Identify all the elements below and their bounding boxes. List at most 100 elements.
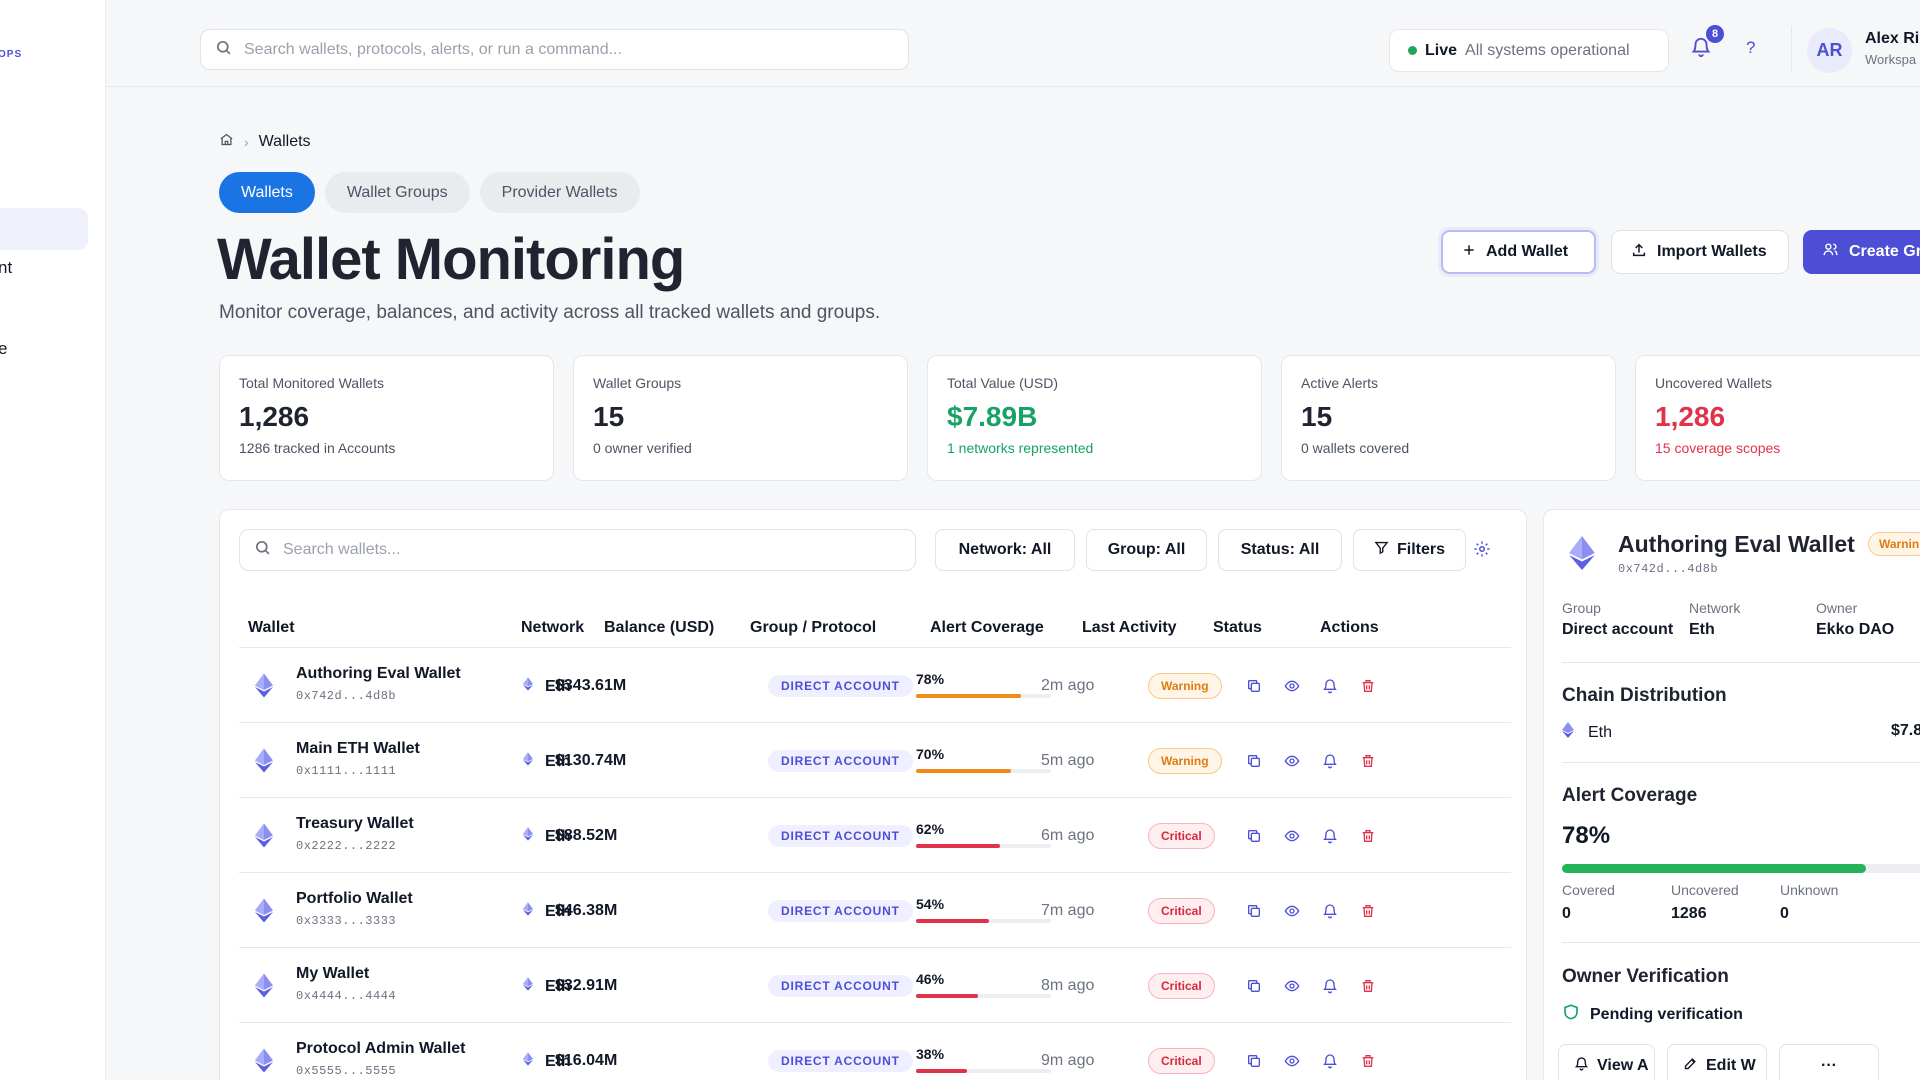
- import-wallets-label: Import Wallets: [1657, 243, 1767, 260]
- eye-icon[interactable]: [1282, 976, 1302, 996]
- copy-icon[interactable]: [1244, 751, 1264, 771]
- table-row[interactable]: Portfolio Wallet 0x3333...3333 Eth $46.38M D…: [239, 872, 1511, 947]
- group-badge: DIRECT ACCOUNT: [768, 1050, 913, 1072]
- col-group[interactable]: Group / Protocol: [750, 619, 877, 636]
- ethereum-icon: [255, 673, 273, 703]
- table-row[interactable]: Protocol Admin Wallet 0x5555...5555 Eth $16…: [239, 1022, 1511, 1080]
- divider: [1562, 762, 1920, 763]
- eye-icon[interactable]: [1282, 901, 1302, 921]
- status-filter[interactable]: Status: All: [1218, 529, 1342, 571]
- edit-wallet-button[interactable]: Edit W: [1667, 1044, 1767, 1080]
- sidebar-item-label[interactable]: nt: [0, 258, 13, 277]
- user-name[interactable]: Alex Ri: [1865, 30, 1920, 47]
- tab-wallet-groups[interactable]: Wallet Groups: [324, 172, 470, 213]
- balance-cell: $130.74M: [555, 752, 627, 769]
- notifications-bell-icon[interactable]: [1690, 36, 1718, 64]
- eye-icon[interactable]: [1282, 826, 1302, 846]
- bell-icon[interactable]: [1320, 751, 1340, 771]
- filters-button[interactable]: Filters: [1353, 529, 1466, 571]
- home-icon[interactable]: [219, 132, 234, 152]
- coverage-bar: [916, 1069, 1051, 1073]
- balance-cell: $16.04M: [555, 1052, 618, 1069]
- balance-cell: $46.38M: [555, 902, 618, 919]
- coverage-percent: 38%: [916, 1046, 945, 1062]
- global-search[interactable]: [200, 29, 909, 70]
- create-group-button[interactable]: Create Gro: [1803, 230, 1920, 274]
- detail-owner-value: Ekko DAO: [1816, 621, 1895, 638]
- col-network[interactable]: Network: [521, 619, 585, 636]
- wallet-name[interactable]: My Wallet: [296, 965, 370, 982]
- eye-icon[interactable]: [1282, 751, 1302, 771]
- chain-name: Eth: [1588, 723, 1613, 741]
- network-name: Eth: [545, 827, 571, 845]
- ethereum-icon: [1562, 722, 1574, 743]
- copy-icon[interactable]: [1244, 901, 1264, 921]
- bell-icon[interactable]: [1320, 901, 1340, 921]
- eye-icon[interactable]: [1282, 1051, 1302, 1071]
- tab-wallets[interactable]: Wallets: [219, 172, 315, 213]
- user-workspace: Workspa: [1865, 52, 1917, 67]
- coverage-bar: [916, 769, 1051, 773]
- eye-icon[interactable]: [1282, 676, 1302, 696]
- bell-icon[interactable]: [1320, 826, 1340, 846]
- copy-icon[interactable]: [1244, 826, 1264, 846]
- wallet-name[interactable]: Portfolio Wallet: [296, 890, 413, 907]
- last-activity: 9m ago: [1041, 1052, 1095, 1069]
- trash-icon[interactable]: [1358, 751, 1378, 771]
- global-search-input[interactable]: [244, 40, 884, 59]
- uncovered-label: Uncovered: [1671, 882, 1739, 898]
- trash-icon[interactable]: [1358, 901, 1378, 921]
- col-alert-coverage[interactable]: Alert Coverage: [930, 619, 1044, 636]
- trash-icon[interactable]: [1358, 976, 1378, 996]
- ethereum-icon: [523, 827, 533, 846]
- trash-icon[interactable]: [1358, 1051, 1378, 1071]
- wallet-name[interactable]: Main ETH Wallet: [296, 740, 420, 757]
- wallet-address: 0x742d...4d8b: [296, 689, 397, 703]
- copy-icon[interactable]: [1244, 1051, 1264, 1071]
- avatar[interactable]: AR: [1807, 28, 1852, 73]
- coverage-bar-fill: [916, 844, 1000, 848]
- ethereum-icon: [255, 898, 273, 928]
- trash-icon[interactable]: [1358, 676, 1378, 696]
- wallet-search[interactable]: [239, 529, 916, 571]
- stat-label: Active Alerts: [1301, 375, 1379, 391]
- stat-card-total-wallets: Total Monitored Wallets 1,286 1286 track…: [219, 355, 554, 481]
- col-wallet[interactable]: Wallet: [248, 619, 295, 636]
- bell-icon[interactable]: [1320, 676, 1340, 696]
- bell-icon[interactable]: [1320, 976, 1340, 996]
- network-name: Eth: [545, 977, 571, 995]
- stat-card-wallet-groups: Wallet Groups 15 0 owner verified: [573, 355, 908, 481]
- sidebar-item-active[interactable]: [0, 208, 88, 250]
- bell-icon[interactable]: [1320, 1051, 1340, 1071]
- sidebar-item-label[interactable]: e: [0, 339, 7, 359]
- copy-icon[interactable]: [1244, 976, 1264, 996]
- system-status: Live All systems operational: [1389, 29, 1669, 72]
- wallet-name[interactable]: Treasury Wallet: [296, 815, 414, 832]
- tab-provider-wallets[interactable]: Provider Wallets: [479, 172, 640, 213]
- table-row[interactable]: My Wallet 0x4444...4444 Eth $32.91M DIRECT A…: [239, 947, 1511, 1022]
- trash-icon[interactable]: [1358, 826, 1378, 846]
- col-last-activity[interactable]: Last Activity: [1082, 619, 1177, 636]
- add-wallet-button[interactable]: Add Wallet: [1441, 230, 1596, 274]
- wallet-name[interactable]: Protocol Admin Wallet: [296, 1040, 466, 1057]
- col-status: Status: [1213, 619, 1262, 636]
- copy-icon[interactable]: [1244, 676, 1264, 696]
- network-filter[interactable]: Network: All: [935, 529, 1075, 571]
- col-balance[interactable]: Balance (USD): [604, 619, 715, 636]
- more-options-button[interactable]: ···: [1779, 1044, 1879, 1080]
- wallet-search-input[interactable]: [283, 541, 883, 559]
- view-alerts-button[interactable]: View A: [1558, 1044, 1655, 1080]
- wallet-name[interactable]: Authoring Eval Wallet: [296, 665, 461, 682]
- group-filter[interactable]: Group: All: [1086, 529, 1207, 571]
- help-icon[interactable]: ?: [1746, 38, 1756, 57]
- status-badge: Critical: [1148, 973, 1215, 999]
- alert-coverage-percent: 78%: [1562, 822, 1611, 849]
- table-row[interactable]: Authoring Eval Wallet 0x742d...4d8b Eth $34…: [239, 647, 1511, 722]
- coverage-percent: 62%: [916, 821, 945, 837]
- gear-icon[interactable]: [1473, 540, 1491, 563]
- ethereum-icon: [523, 1052, 533, 1071]
- table-row[interactable]: Treasury Wallet 0x2222...2222 Eth $88.52M DI…: [239, 797, 1511, 872]
- import-wallets-button[interactable]: Import Wallets: [1611, 230, 1789, 274]
- detail-wallet-address[interactable]: 0x742d...4d8b: [1618, 562, 1719, 576]
- table-row[interactable]: Main ETH Wallet 0x1111...1111 Eth $130.74M D…: [239, 722, 1511, 797]
